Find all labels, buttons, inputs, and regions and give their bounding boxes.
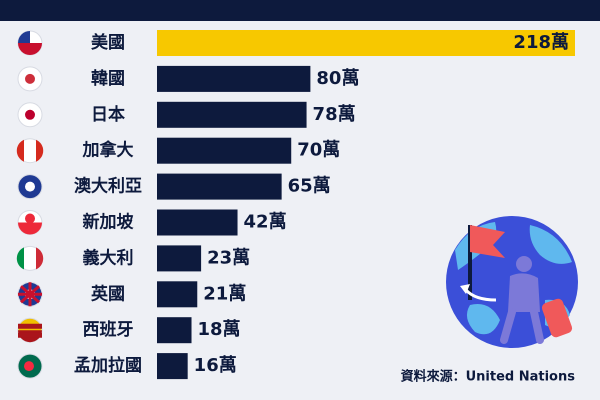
category-label: 新加坡 [83,212,134,233]
bar [157,353,188,380]
flag-icon [16,138,44,164]
value-label: 18萬 [198,319,241,340]
bar [157,245,202,272]
flag-side [16,247,24,270]
value-label: 78萬 [313,104,356,125]
flag-mark [25,181,35,192]
flag-mark [24,361,34,372]
value-label: 16萬 [194,355,237,376]
flag-icon [17,102,43,128]
value-label: 80萬 [316,68,359,89]
value-label: 21萬 [203,283,246,304]
flag-stripe [18,323,42,338]
flag-icon [17,281,43,307]
bar [157,30,575,56]
flag-icon [17,317,43,343]
bar [157,209,238,236]
flag-icon [16,245,44,271]
flag-mark [25,73,35,84]
globe-illustration [446,216,578,348]
bar [157,317,192,344]
bar [157,281,198,308]
source-note: 資料來源：United Nations [401,369,576,385]
flag-side [16,139,24,162]
flag-mark [25,109,35,120]
flag-icon [17,174,43,200]
flag-stripe [18,43,42,55]
value-label: 218萬 [513,32,569,53]
flag-mark [25,213,35,224]
flag-icon [17,353,43,379]
flag-canton [18,31,30,43]
category-label: 澳大利亞 [74,176,142,197]
category-label: 日本 [91,104,125,125]
header-band [0,0,600,21]
category-label: 孟加拉國 [74,355,142,376]
category-label: 英國 [91,283,125,304]
flag-stripe [18,222,42,235]
value-label: 42萬 [244,212,287,233]
category-label: 韓國 [91,68,125,89]
bar [157,65,311,92]
flag-icon [17,210,43,235]
bar [157,173,282,200]
bar [157,137,292,164]
flag-icon [17,30,43,56]
flag-cross [18,282,42,307]
category-label: 加拿大 [82,140,134,161]
value-label: 70萬 [297,140,340,161]
value-label: 23萬 [207,247,250,268]
flag-icon [17,66,43,92]
category-label: 美國 [91,32,125,53]
flag-side [36,247,44,270]
bar [157,101,307,128]
flag-side [36,139,44,162]
value-label: 65萬 [288,176,331,197]
category-label: 西班牙 [83,320,134,340]
category-label: 義大利 [83,247,134,268]
